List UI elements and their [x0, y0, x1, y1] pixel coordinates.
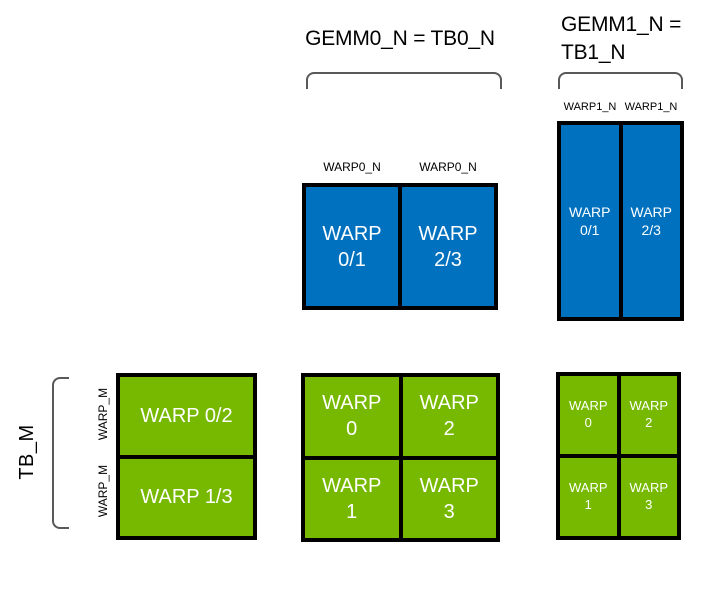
warp0-n-label: WARP0_N: [419, 160, 477, 174]
gemm0-n-extent-bracket-icon: [306, 72, 502, 89]
gemm0-blue-warp-box: WARP 0/1 WARP 2/3: [302, 183, 498, 310]
gemm0-green-cell-warp-0: WARP 0: [305, 377, 399, 456]
gemm0-blue-cell-warp-2-3: WARP 2/3: [402, 187, 494, 306]
gemm1-blue-warp-box: WARP 0/1 WARP 2/3: [557, 121, 684, 321]
gemm1-green-cell-warp-0: WARP 0: [560, 376, 617, 454]
gemm0-blue-cell-warp-0-1: WARP 0/1: [306, 187, 398, 306]
gemm1-blue-cell-warp-0-1: WARP 0/1: [561, 125, 619, 317]
warp1-n-label: WARP1_N: [624, 101, 678, 113]
gemm0-green-cell-warp-1: WARP 1: [305, 459, 399, 538]
gemm1-blue-cell-warp-2-3: WARP 2/3: [622, 125, 680, 317]
gemm1-green-cell-warp-3: WARP 3: [620, 458, 677, 536]
warp1-n-label: WARP1_N: [563, 101, 617, 113]
gemm0-green-warp-box: WARP 0 WARP 2 WARP 1 WARP 3: [301, 373, 500, 542]
warp-m-row-label: WARP_M: [96, 387, 110, 441]
tb-m-extent-bracket-icon: [52, 377, 69, 529]
gemm1-n-title: GEMM1_N = TB1_N: [561, 13, 682, 64]
tb-m-axis-label: TB_M: [15, 424, 38, 480]
gemm1-green-cell-warp-1: WARP 1: [560, 458, 617, 536]
gemm0-green-cell-warp-3: WARP 3: [402, 459, 496, 538]
gemm1-green-cell-warp-2: WARP 2: [620, 376, 677, 454]
warp-m-row-label: WARP_M: [96, 464, 110, 518]
tb-green-warp-box: WARP 0/2 WARP 1/3: [116, 373, 257, 540]
gemm1-n-extent-bracket-icon: [558, 72, 683, 89]
warp0-n-label: WARP0_N: [323, 160, 381, 174]
green-cell-warp-0-2: WARP 0/2: [120, 377, 253, 455]
gemm0-green-cell-warp-2: WARP 2: [402, 377, 496, 456]
gemm1-green-warp-box: WARP 0 WARP 2 WARP 1 WARP 3: [556, 372, 681, 540]
gemm0-n-title: GEMM0_N = TB0_N: [305, 27, 495, 50]
green-cell-warp-1-3: WARP 1/3: [120, 458, 253, 536]
